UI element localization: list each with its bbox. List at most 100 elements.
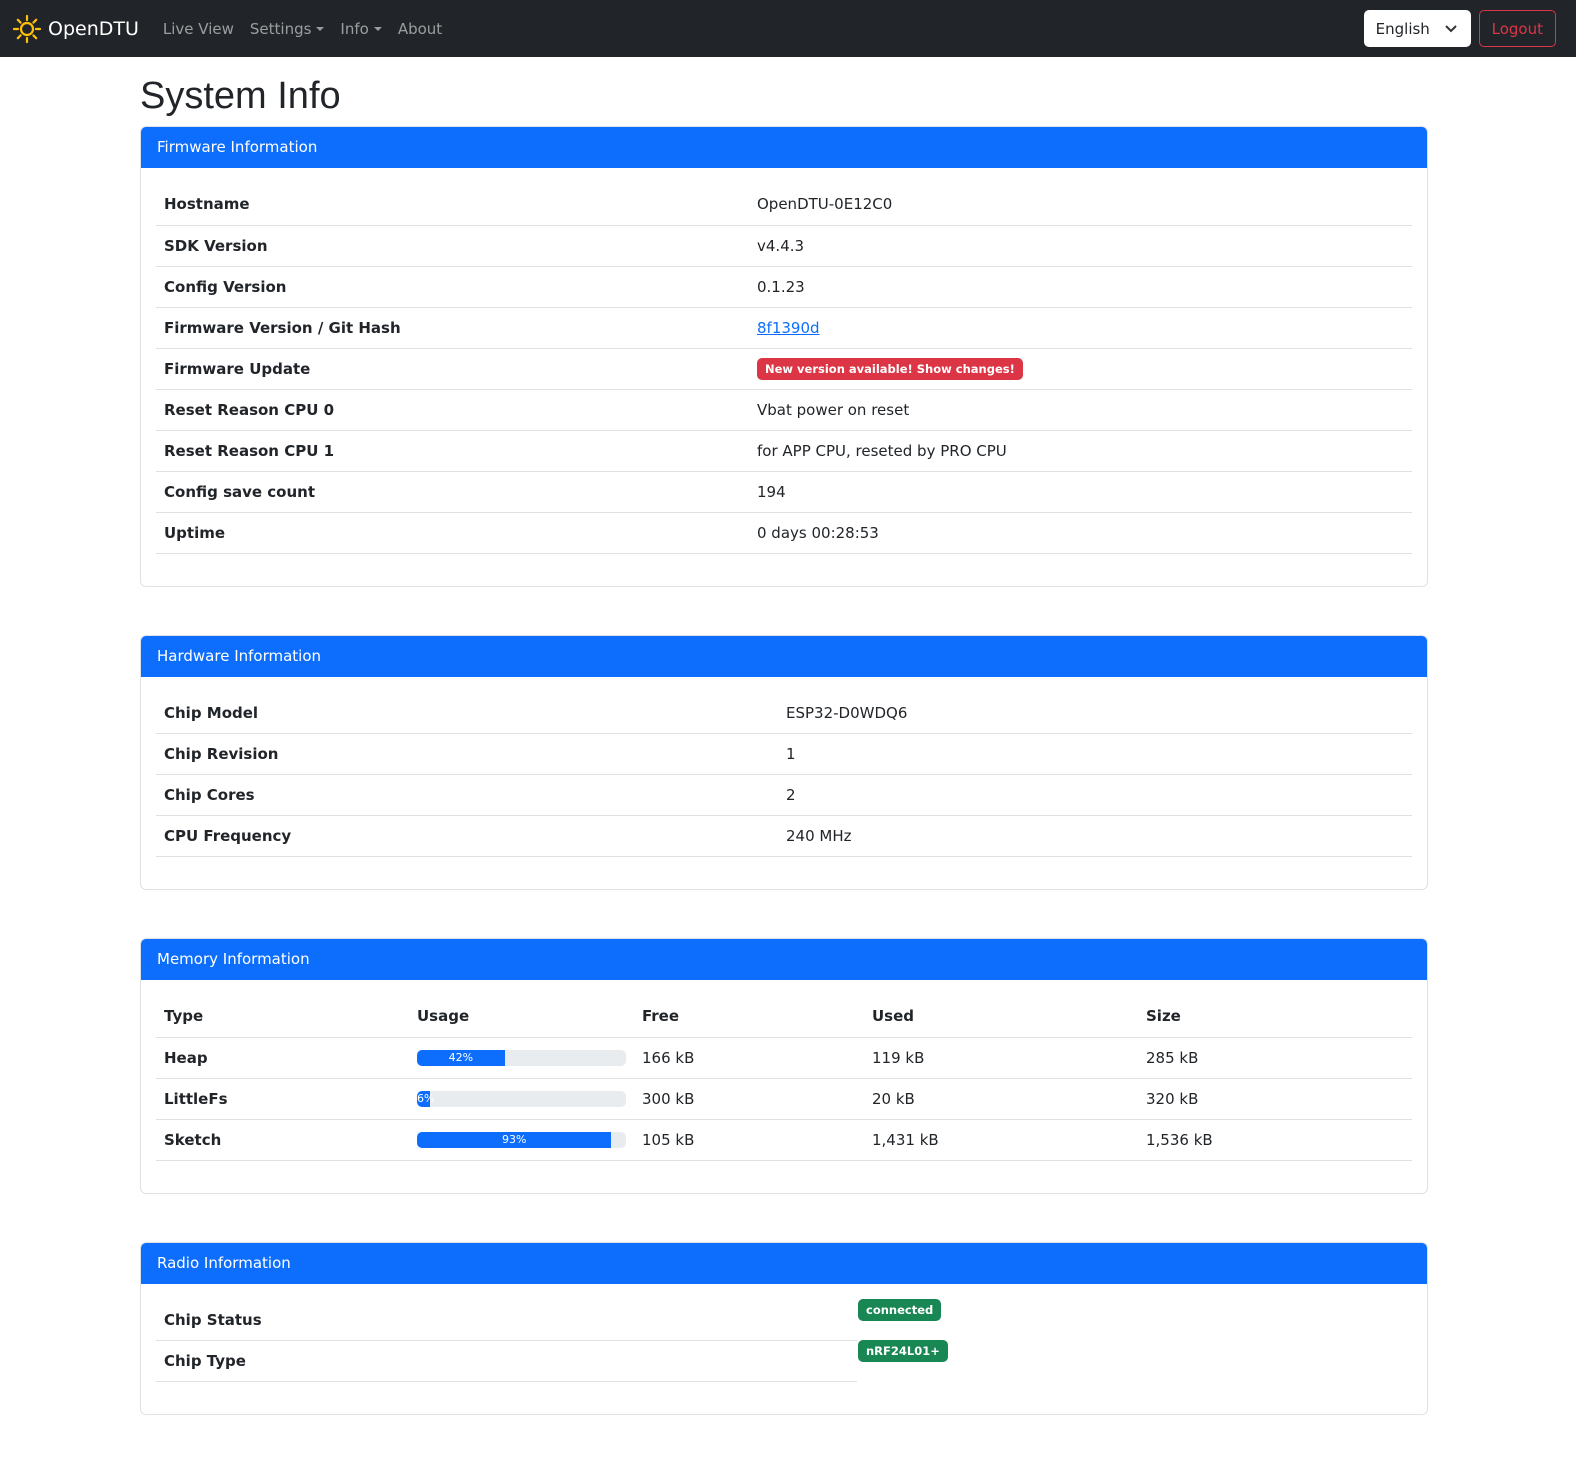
row-label: Config Version <box>156 266 749 308</box>
free: 166 kB <box>634 1037 864 1079</box>
nav-item-label: About <box>397 19 443 38</box>
column-header: Free <box>634 996 864 1038</box>
row-label: Chip Revision <box>156 733 778 775</box>
memory-type: LittleFs <box>156 1078 409 1120</box>
size: 285 kB <box>1138 1037 1412 1079</box>
row-value: 194 <box>757 482 786 501</box>
status-badge: connected <box>858 1298 942 1321</box>
table-row: Reset Reason CPU 1 for APP CPU, reseted b… <box>156 430 1412 472</box>
row-label: Chip Model <box>156 692 778 734</box>
memory-type: Heap <box>156 1037 409 1079</box>
row-value: 240 MHz <box>786 827 852 845</box>
table-row: Sketch 93% 105 kB 1,431 kB 1,536 kB <box>156 1119 1412 1161</box>
free: 300 kB <box>634 1078 864 1120</box>
table-row: Reset Reason CPU 0 Vbat power on reset <box>156 389 1412 431</box>
nav-item-label: Info <box>340 19 369 38</box>
language-value: English <box>1375 19 1430 38</box>
table-row: Uptime 0 days 00:28:53 <box>156 512 1412 554</box>
radio-card: Radio Information Chip Status connected Chi… <box>140 1241 1428 1415</box>
row-value: Vbat power on reset <box>757 400 910 419</box>
table-row: Chip Model ESP32-D0WDQ6 <box>156 692 1412 734</box>
memory-type: Sketch <box>156 1119 409 1161</box>
table-row: Chip Type nRF24L01+ <box>156 1339 1412 1382</box>
table-header-row: Type Usage Free Used Size <box>156 996 1412 1038</box>
caret-down-icon <box>373 26 382 31</box>
row-value: 0 days 00:28:53 <box>757 523 879 542</box>
row-value: OpenDTU-0E12C0 <box>757 195 893 214</box>
update-badge[interactable]: New version available! Show changes! <box>757 357 1023 380</box>
column-header: Size <box>1138 996 1412 1038</box>
size: 320 kB <box>1138 1078 1412 1120</box>
row-value: ESP32-D0WDQ6 <box>786 703 908 722</box>
hardware-card: Hardware Information Chip Model ESP32-D0WD… <box>140 634 1428 890</box>
row-label: SDK Version <box>156 225 749 267</box>
usage-bar: 42% <box>417 1049 505 1066</box>
memory-card: Memory Information Type Usage Free Used Size H… <box>140 938 1428 1194</box>
row-label: Firmware Update <box>156 348 749 390</box>
row-value: v4.4.3 <box>757 236 805 255</box>
free: 105 kB <box>634 1119 864 1161</box>
row-label: Uptime <box>156 512 749 554</box>
memory-card-header: Memory Information <box>141 939 1427 980</box>
row-label: Firmware Version / Git Hash <box>156 307 749 349</box>
row-label: Chip Type <box>156 1340 857 1382</box>
sun-icon <box>12 14 42 43</box>
nav-item-about[interactable]: About <box>398 20 442 38</box>
table-row: Heap 42% 166 kB 119 kB 285 kB <box>156 1037 1412 1079</box>
row-label: Reset Reason CPU 1 <box>156 430 749 472</box>
row-label: Hostname <box>156 184 749 226</box>
language-select[interactable]: English <box>1363 10 1471 47</box>
table-row: Firmware Version / Git Hash 8f1390d <box>156 307 1412 349</box>
table-row: CPU Frequency 240 MHz <box>156 815 1412 857</box>
page-title: System Info <box>140 75 341 117</box>
firmware-table: Hostname OpenDTU-0E12C0 SDK Version v4.4.3 C… <box>156 184 1412 554</box>
logout-button[interactable]: Logout <box>1478 10 1556 47</box>
firmware-card: Firmware Information Hostname OpenDTU-0E12… <box>140 126 1428 587</box>
nav-item-label: Live View <box>162 19 234 38</box>
brand-name: OpenDTU <box>48 17 139 40</box>
radio-table: Chip Status connected Chip Type nRF24L01+ <box>156 1298 1412 1382</box>
usage-bar: 6% <box>417 1090 435 1107</box>
size: 1,536 kB <box>1138 1119 1412 1161</box>
nav-item-live-view[interactable]: Live View <box>163 20 234 38</box>
navbar: OpenDTU Live View Settings Info About Engli… <box>0 0 1576 57</box>
usage-progress: 93% <box>417 1131 626 1148</box>
nav-item-settings[interactable]: Settings <box>250 20 325 38</box>
used: 1,431 kB <box>864 1119 1138 1161</box>
row-value: 1 <box>786 745 796 763</box>
brand-link[interactable]: OpenDTU <box>12 14 139 44</box>
radio-card-header: Radio Information <box>141 1242 1427 1284</box>
nav-item-info[interactable]: Info <box>340 19 382 38</box>
nav-item-label: Settings <box>249 19 312 38</box>
table-row: Hostname OpenDTU-0E12C0 <box>156 184 1412 226</box>
hardware-table: Chip Model ESP32-D0WDQ6 Chip Revision 1 Chip… <box>156 692 1412 857</box>
firmware-card-header: Firmware Information <box>141 127 1427 168</box>
memory-table: Type Usage Free Used Size Heap 42% 166 kB 119 kB… <box>156 996 1412 1161</box>
column-header: Usage <box>409 996 634 1038</box>
row-label: Reset Reason CPU 0 <box>156 389 749 431</box>
table-row: Chip Status connected <box>156 1298 1412 1341</box>
table-row: Config save count 194 <box>156 471 1412 513</box>
column-header: Used <box>864 996 1138 1038</box>
row-value: for APP CPU, reseted by PRO CPU <box>757 441 1007 460</box>
caret-down-icon <box>316 26 325 31</box>
table-row: LittleFs 6% 300 kB 20 kB 320 kB <box>156 1078 1412 1120</box>
chevron-down-icon <box>1444 24 1457 32</box>
column-header: Type <box>156 996 409 1038</box>
table-row: Chip Cores 2 <box>156 774 1412 816</box>
table-row: Firmware Update New version available! Sh… <box>156 348 1412 390</box>
usage-progress: 42% <box>417 1049 626 1066</box>
row-label: Chip Status <box>156 1299 857 1341</box>
usage-bar: 93% <box>417 1131 612 1148</box>
status-badge: nRF24L01+ <box>858 1339 948 1362</box>
used: 20 kB <box>864 1078 1138 1120</box>
table-row: Config Version 0.1.23 <box>156 266 1412 308</box>
table-row: Chip Revision 1 <box>156 733 1412 775</box>
row-label: CPU Frequency <box>156 815 778 857</box>
row-value: 0.1.23 <box>757 277 805 296</box>
row-label: Config save count <box>156 471 749 513</box>
git-hash-link[interactable]: 8f1390d <box>757 318 820 337</box>
used: 119 kB <box>864 1037 1138 1079</box>
row-label: Chip Cores <box>156 774 778 816</box>
row-value: 2 <box>786 786 796 804</box>
